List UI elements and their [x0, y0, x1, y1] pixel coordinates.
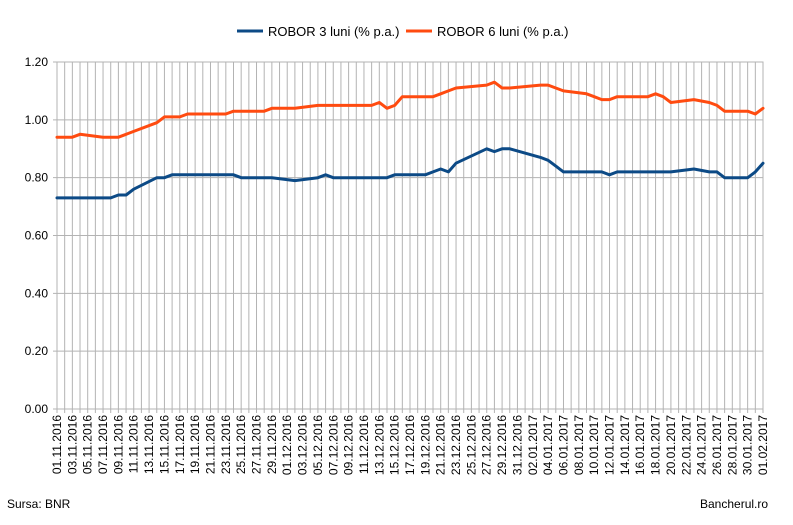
x-tick-label: 23.12.2016 — [449, 415, 463, 475]
x-tick-label: 03.11.2016 — [65, 415, 79, 474]
x-tick-label: 19.11.2016 — [188, 415, 202, 474]
x-tick-label: 27.12.2016 — [480, 415, 494, 475]
y-tick-label: 0.60 — [25, 229, 49, 243]
source-label: Sursa: BNR — [7, 497, 71, 511]
legend-label-2: ROBOR 6 luni (% p.a.) — [437, 24, 569, 39]
x-tick-label: 25.11.2016 — [234, 415, 248, 474]
x-tick-label: 17.11.2016 — [173, 415, 187, 474]
y-tick-label: 0.40 — [25, 286, 49, 300]
chart-grid — [53, 61, 764, 413]
x-tick-label: 10.01.2017 — [587, 415, 601, 475]
x-tick-label: 09.12.2016 — [342, 415, 356, 475]
x-tick-label: 11.11.2016 — [127, 415, 141, 474]
series-line-1 — [55, 147, 765, 200]
x-tick-label: 06.01.2017 — [556, 415, 570, 475]
x-tick-label: 21.12.2016 — [434, 415, 448, 475]
brand-label: Bancherul.ro — [700, 497, 769, 511]
x-tick-label: 13.12.2016 — [372, 415, 386, 475]
y-tick-label: 0.20 — [25, 344, 49, 358]
x-tick-label: 05.11.2016 — [81, 415, 95, 474]
x-tick-label: 15.12.2016 — [388, 415, 402, 475]
x-tick-label: 21.11.2016 — [203, 415, 217, 474]
series-line-2 — [55, 80, 765, 139]
x-tick-label: 01.02.2017 — [756, 415, 770, 475]
x-tick-label: 26.01.2017 — [710, 415, 724, 475]
x-tick-label: 25.12.2016 — [464, 415, 478, 475]
y-tick-label: 1.00 — [25, 113, 49, 127]
x-tick-label: 29.12.2016 — [495, 415, 509, 475]
x-tick-label: 01.12.2016 — [280, 415, 294, 475]
x-tick-label: 27.11.2016 — [250, 415, 264, 474]
x-tick-label: 17.12.2016 — [403, 415, 417, 475]
x-tick-label: 03.12.2016 — [296, 415, 310, 475]
y-axis: 0.00 0.20 0.40 0.60 0.80 1.00 1.20 — [25, 55, 49, 416]
x-tick-label: 07.12.2016 — [326, 415, 340, 475]
x-tick-label: 19.12.2016 — [418, 415, 432, 475]
x-axis: 01.11.2016 03.11.2016 05.11.2016 07.11.2016… — [50, 415, 770, 475]
x-tick-label: 23.11.2016 — [219, 415, 233, 474]
x-tick-label: 24.01.2017 — [695, 415, 709, 475]
x-tick-label: 29.11.2016 — [265, 415, 279, 474]
x-tick-label: 31.12.2016 — [510, 415, 524, 475]
y-tick-label: 1.20 — [25, 55, 49, 69]
x-tick-label: 13.11.2016 — [142, 415, 156, 474]
x-tick-label: 18.01.2017 — [649, 415, 663, 475]
x-tick-label: 05.12.2016 — [311, 415, 325, 475]
x-tick-label: 08.01.2017 — [572, 415, 586, 475]
chart-legend: ROBOR 3 luni (% p.a.) ROBOR 6 luni (% p.a… — [237, 24, 569, 39]
x-tick-label: 30.01.2017 — [741, 415, 755, 475]
x-tick-label: 20.01.2017 — [664, 415, 678, 475]
x-tick-label: 12.01.2017 — [603, 415, 617, 475]
x-tick-label: 01.11.2016 — [50, 415, 64, 474]
x-tick-label: 14.01.2017 — [618, 415, 632, 475]
x-tick-label: 22.01.2017 — [679, 415, 693, 475]
x-tick-label: 02.01.2017 — [526, 415, 540, 475]
x-tick-label: 04.01.2017 — [541, 415, 555, 475]
x-tick-label: 28.01.2017 — [725, 415, 739, 475]
x-tick-label: 11.12.2016 — [357, 415, 371, 474]
legend-label-1: ROBOR 3 luni (% p.a.) — [268, 24, 400, 39]
y-tick-label: 0.00 — [25, 402, 49, 416]
chart-series — [55, 80, 765, 200]
x-tick-label: 07.11.2016 — [96, 415, 110, 474]
x-tick-label: 16.01.2017 — [633, 415, 647, 475]
x-tick-label: 15.11.2016 — [157, 415, 171, 474]
x-tick-label: 09.11.2016 — [111, 415, 125, 474]
y-tick-label: 0.80 — [25, 171, 49, 185]
